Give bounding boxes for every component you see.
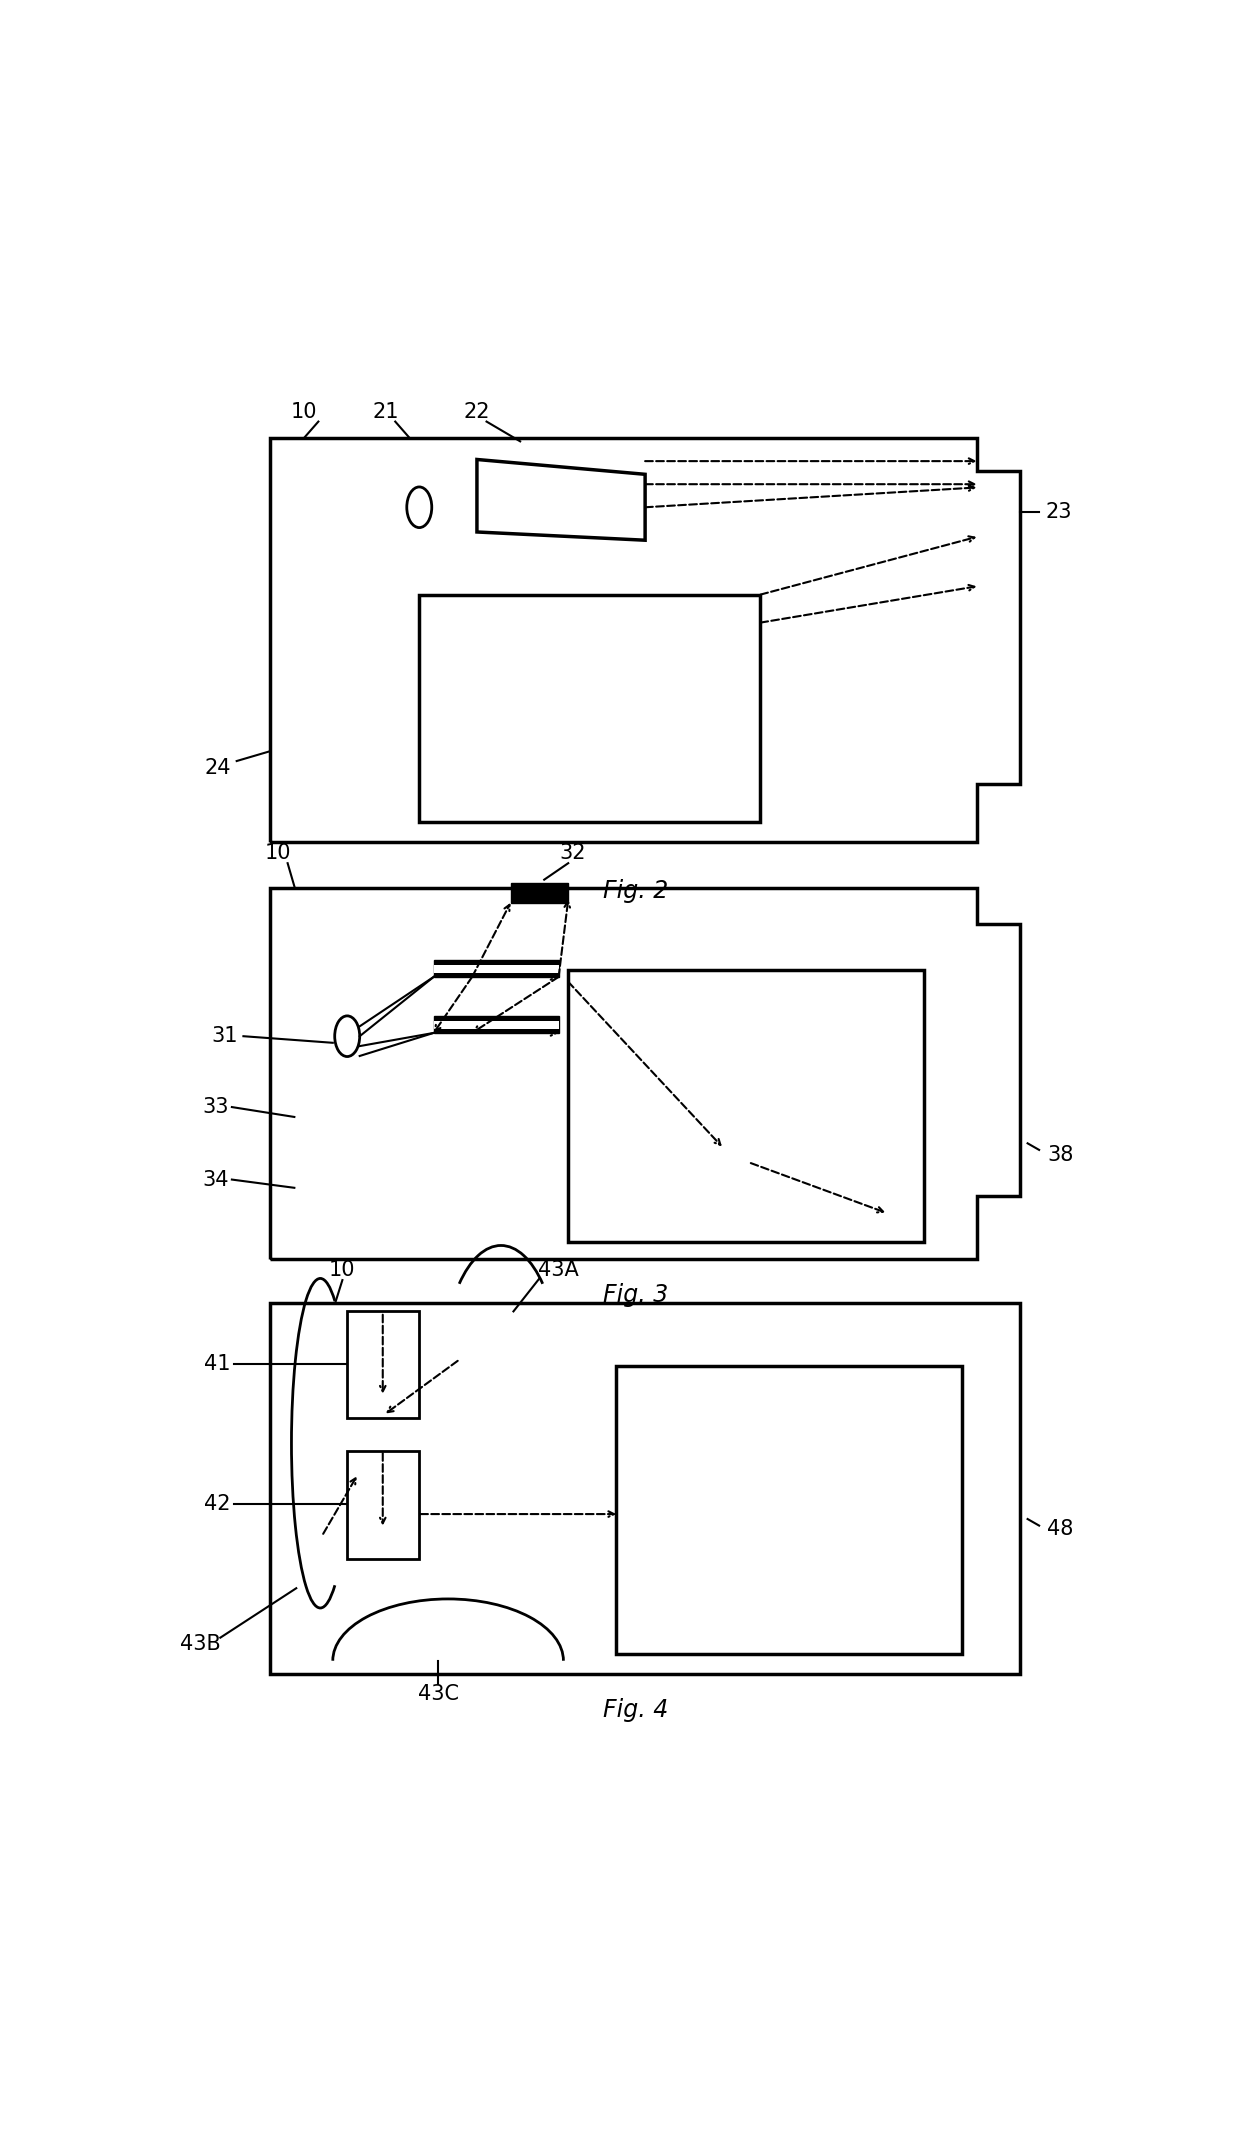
- Text: 22: 22: [464, 402, 490, 422]
- Text: 32: 32: [559, 843, 587, 862]
- Bar: [434, 1021, 558, 1029]
- Bar: [270, 1303, 1021, 1673]
- Text: 42: 42: [205, 1494, 231, 1515]
- Bar: [419, 595, 760, 822]
- Text: Fig. 3: Fig. 3: [603, 1282, 668, 1308]
- Bar: [434, 961, 558, 976]
- Text: 34: 34: [202, 1171, 229, 1190]
- Bar: [434, 965, 558, 974]
- Text: 43B: 43B: [180, 1635, 221, 1654]
- Text: 41: 41: [205, 1355, 231, 1374]
- Text: 43C: 43C: [418, 1684, 459, 1703]
- Bar: [434, 1016, 558, 1034]
- Text: 48: 48: [1047, 1519, 1074, 1539]
- Text: 10: 10: [329, 1260, 356, 1280]
- Text: Fig. 4: Fig. 4: [603, 1699, 668, 1723]
- Text: Fig. 2: Fig. 2: [603, 880, 668, 903]
- Text: 31: 31: [211, 1027, 237, 1046]
- Text: 33: 33: [202, 1098, 229, 1117]
- Text: 43A: 43A: [538, 1260, 579, 1280]
- Text: 23: 23: [1045, 503, 1071, 522]
- Text: 38: 38: [1047, 1145, 1074, 1164]
- Bar: [568, 969, 924, 1241]
- Text: 10: 10: [290, 402, 317, 422]
- Text: 21: 21: [372, 402, 399, 422]
- Bar: [347, 1451, 419, 1558]
- Bar: [347, 1312, 419, 1419]
- Bar: [511, 884, 568, 903]
- Text: 10: 10: [265, 843, 291, 862]
- Bar: [616, 1365, 962, 1654]
- Text: 24: 24: [205, 758, 231, 777]
